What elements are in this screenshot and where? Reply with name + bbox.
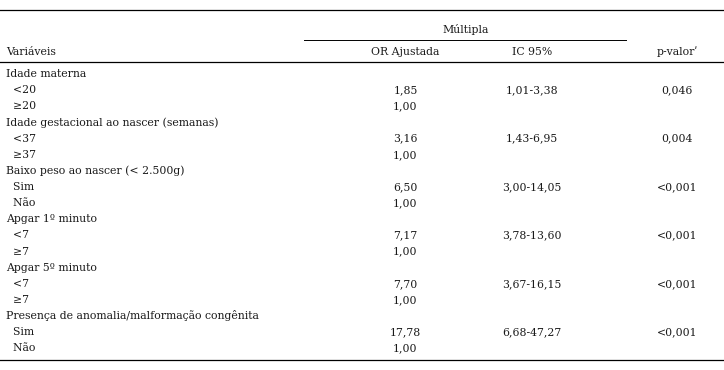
Text: 1,00: 1,00 (393, 150, 418, 160)
Text: Não: Não (6, 343, 35, 353)
Text: 7,70: 7,70 (393, 279, 418, 289)
Text: 3,78-13,60: 3,78-13,60 (502, 231, 562, 240)
Text: IC 95%: IC 95% (512, 47, 552, 57)
Text: 6,50: 6,50 (393, 182, 418, 192)
Text: Idade materna: Idade materna (6, 69, 86, 79)
Text: <0,001: <0,001 (657, 182, 697, 192)
Text: Apgar 1º minuto: Apgar 1º minuto (6, 214, 97, 224)
Text: 0,004: 0,004 (661, 134, 693, 144)
Text: 1,01-3,38: 1,01-3,38 (506, 85, 558, 95)
Text: Variáveis: Variáveis (6, 47, 56, 57)
Text: Múltipla: Múltipla (442, 24, 489, 35)
Text: ≥37: ≥37 (6, 150, 35, 160)
Text: Presença de anomalia/malformação congênita: Presença de anomalia/malformação congêni… (6, 310, 258, 322)
Text: 1,85: 1,85 (393, 85, 418, 95)
Text: 7,17: 7,17 (393, 231, 418, 240)
Text: 1,43-6,95: 1,43-6,95 (506, 134, 558, 144)
Text: <7: <7 (6, 279, 29, 289)
Text: 1,00: 1,00 (393, 343, 418, 353)
Text: ≥20: ≥20 (6, 101, 36, 111)
Text: <0,001: <0,001 (657, 279, 697, 289)
Text: 1,00: 1,00 (393, 246, 418, 256)
Text: <7: <7 (6, 231, 29, 240)
Text: Sim: Sim (6, 327, 34, 337)
Text: <0,001: <0,001 (657, 231, 697, 240)
Text: ≥7: ≥7 (6, 246, 29, 256)
Text: Baixo peso ao nascer (< 2.500g): Baixo peso ao nascer (< 2.500g) (6, 166, 185, 176)
Text: ≥7: ≥7 (6, 295, 29, 305)
Text: Idade gestacional ao nascer (semanas): Idade gestacional ao nascer (semanas) (6, 117, 219, 128)
Text: OR Ajustada: OR Ajustada (371, 47, 439, 57)
Text: <20: <20 (6, 85, 36, 95)
Text: 6,68-47,27: 6,68-47,27 (502, 327, 562, 337)
Text: 1,00: 1,00 (393, 101, 418, 111)
Text: 3,67-16,15: 3,67-16,15 (502, 279, 562, 289)
Text: 1,00: 1,00 (393, 198, 418, 208)
Text: <0,001: <0,001 (657, 327, 697, 337)
Text: Apgar 5º minuto: Apgar 5º minuto (6, 263, 97, 273)
Text: 3,16: 3,16 (393, 134, 418, 144)
Text: 1,00: 1,00 (393, 295, 418, 305)
Text: p-valorʹ: p-valorʹ (656, 46, 698, 57)
Text: 17,78: 17,78 (390, 327, 421, 337)
Text: Não: Não (6, 198, 35, 208)
Text: 0,046: 0,046 (661, 85, 693, 95)
Text: Sim: Sim (6, 182, 34, 192)
Text: 3,00-14,05: 3,00-14,05 (502, 182, 562, 192)
Text: <37: <37 (6, 134, 35, 144)
